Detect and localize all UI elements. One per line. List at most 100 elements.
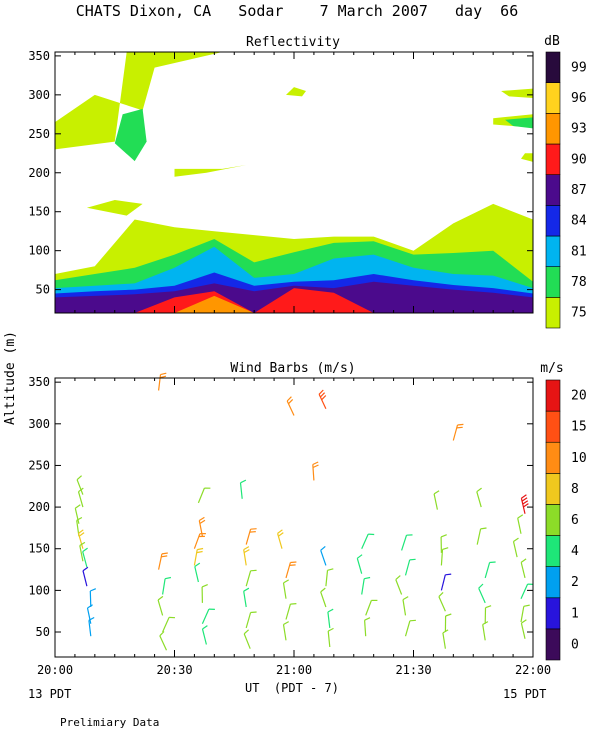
wind-colorbar-label: 2: [571, 575, 579, 590]
wind-colorbar: 0 1 2 4 6 8 10 15 20: [545, 379, 587, 661]
wind-barbs-frame: [54, 377, 534, 658]
wind-barb: [404, 558, 416, 576]
wind-barb: [327, 608, 334, 628]
wind-barb: [404, 619, 416, 637]
reflectivity-patch-78db: [114, 108, 147, 162]
wind-barb: [285, 561, 297, 579]
wind-colorbar-label: 6: [571, 513, 579, 528]
reflectivity-colorbar: 75 78 81 84 87 90 93 96 99: [545, 51, 587, 329]
wind-barb: [433, 490, 440, 510]
wind-barb: [286, 396, 295, 416]
wind-colorbar-label: 0: [571, 637, 579, 652]
wind-barb: [193, 547, 204, 566]
wind-barb: [442, 629, 449, 649]
wind-barb: [484, 561, 496, 579]
wind-barbs-ytick-label: 100: [28, 583, 50, 597]
wind-barb: [320, 545, 327, 566]
reflectivity-colorbar-label: 87: [571, 183, 587, 198]
wind-barb: [520, 604, 530, 623]
wind-barb: [327, 627, 334, 648]
reflectivity-patch-75db: [86, 200, 143, 216]
wind-barb: [438, 591, 446, 612]
reflectivity-patch-78db: [505, 117, 533, 129]
reflectivity-colorbar-swatch: [545, 113, 561, 145]
reflectivity-ytick-label: 50: [36, 283, 50, 297]
wind-barb: [402, 596, 409, 616]
reflectivity-colorbar-label: 90: [571, 152, 587, 167]
reflectivity-colorbar-label: 96: [571, 91, 587, 106]
wind-barb: [444, 613, 452, 633]
wind-barb: [197, 487, 211, 504]
reflectivity-colorbar-label: 75: [571, 306, 587, 321]
reflectivity-patch-75db: [286, 87, 306, 97]
wind-barb: [440, 573, 452, 591]
reflectivity-patch-75db: [174, 165, 247, 177]
reflectivity-colorbar-swatch: [545, 143, 561, 175]
wind-barb: [158, 552, 168, 570]
wind-barbs-ytick-label: 50: [36, 625, 50, 639]
wind-colorbar-label: 15: [571, 420, 587, 435]
wind-colorbar-label: 4: [571, 544, 579, 559]
x-axis-label: UT (PDT - 7): [245, 681, 339, 695]
wind-colorbar-swatch: [545, 566, 561, 599]
reflectivity-ytick-label: 350: [28, 49, 50, 63]
wind-barbs-axes: 50 100 150 200 250 300 350 20:00 20:30 21:00 21:30…: [28, 375, 551, 677]
reflectivity-contours: [55, 52, 533, 313]
wind-barb: [478, 583, 486, 604]
wind-colorbar-label: 10: [571, 451, 587, 466]
wind-barb: [356, 554, 363, 574]
wind-colorbar-swatch: [545, 535, 561, 567]
wind-colorbar-unit: m/s: [540, 361, 563, 376]
wind-barb: [201, 608, 215, 624]
reflectivity-colorbar-label: 81: [571, 244, 587, 259]
wind-barb: [520, 558, 527, 579]
reflectivity-ytick-label: 200: [28, 166, 50, 180]
wind-barb: [395, 575, 403, 595]
wind-colorbar-swatch: [545, 441, 561, 474]
footer-note: Prelimiary Data: [60, 716, 159, 729]
wind-barb: [245, 569, 257, 587]
wind-barbs: [74, 372, 534, 651]
wind-barb: [76, 475, 84, 495]
wind-colorbar-label: 8: [571, 482, 579, 497]
wind-barb: [361, 576, 371, 595]
wind-barb: [320, 587, 327, 608]
reflectivity-colorbar-swatch: [545, 266, 561, 298]
wind-colorbar-label: 20: [571, 389, 587, 404]
reflectivity-colorbar-label: 99: [571, 60, 587, 75]
wind-barb: [88, 616, 95, 637]
wind-barb: [77, 487, 84, 508]
wind-barbs-ytick-label: 200: [28, 500, 50, 514]
wind-barb: [243, 629, 251, 649]
wind-barb: [86, 604, 93, 624]
wind-barb: [243, 587, 250, 608]
wind-barb: [193, 533, 206, 549]
wind-barbs-xtick-label: 20:30: [156, 663, 192, 677]
wind-barb: [82, 566, 89, 587]
reflectivity-ytick-label: 300: [28, 88, 50, 102]
wind-barb: [201, 584, 208, 603]
wind-barb: [245, 611, 257, 629]
wind-barb: [512, 537, 519, 558]
wind-barbs-xtick-label: 22:00: [515, 663, 551, 677]
wind-barb: [482, 621, 489, 641]
left-date-label: 13 PDT: [28, 687, 71, 701]
wind-barb: [365, 599, 378, 616]
wind-barb: [82, 547, 88, 568]
wind-colorbar-swatch: [545, 628, 561, 661]
wind-barb: [520, 494, 529, 514]
wind-colorbar-swatch: [545, 504, 561, 536]
wind-barbs-ytick-label: 250: [28, 458, 50, 472]
wind-barb: [318, 389, 327, 410]
y-axis-label: Altitude (m): [3, 331, 18, 425]
wind-barbs-ytick-label: 300: [28, 417, 50, 431]
wind-barb: [364, 617, 371, 637]
wind-barbs-title: Wind Barbs (m/s): [230, 361, 355, 376]
reflectivity-ytick-label: 150: [28, 205, 50, 219]
reflectivity-patch-75db: [521, 153, 533, 162]
wind-barb: [239, 479, 247, 499]
wind-barb: [194, 562, 201, 583]
wind-colorbar-label: 1: [571, 606, 579, 621]
reflectivity-colorbar-swatch: [545, 82, 561, 114]
